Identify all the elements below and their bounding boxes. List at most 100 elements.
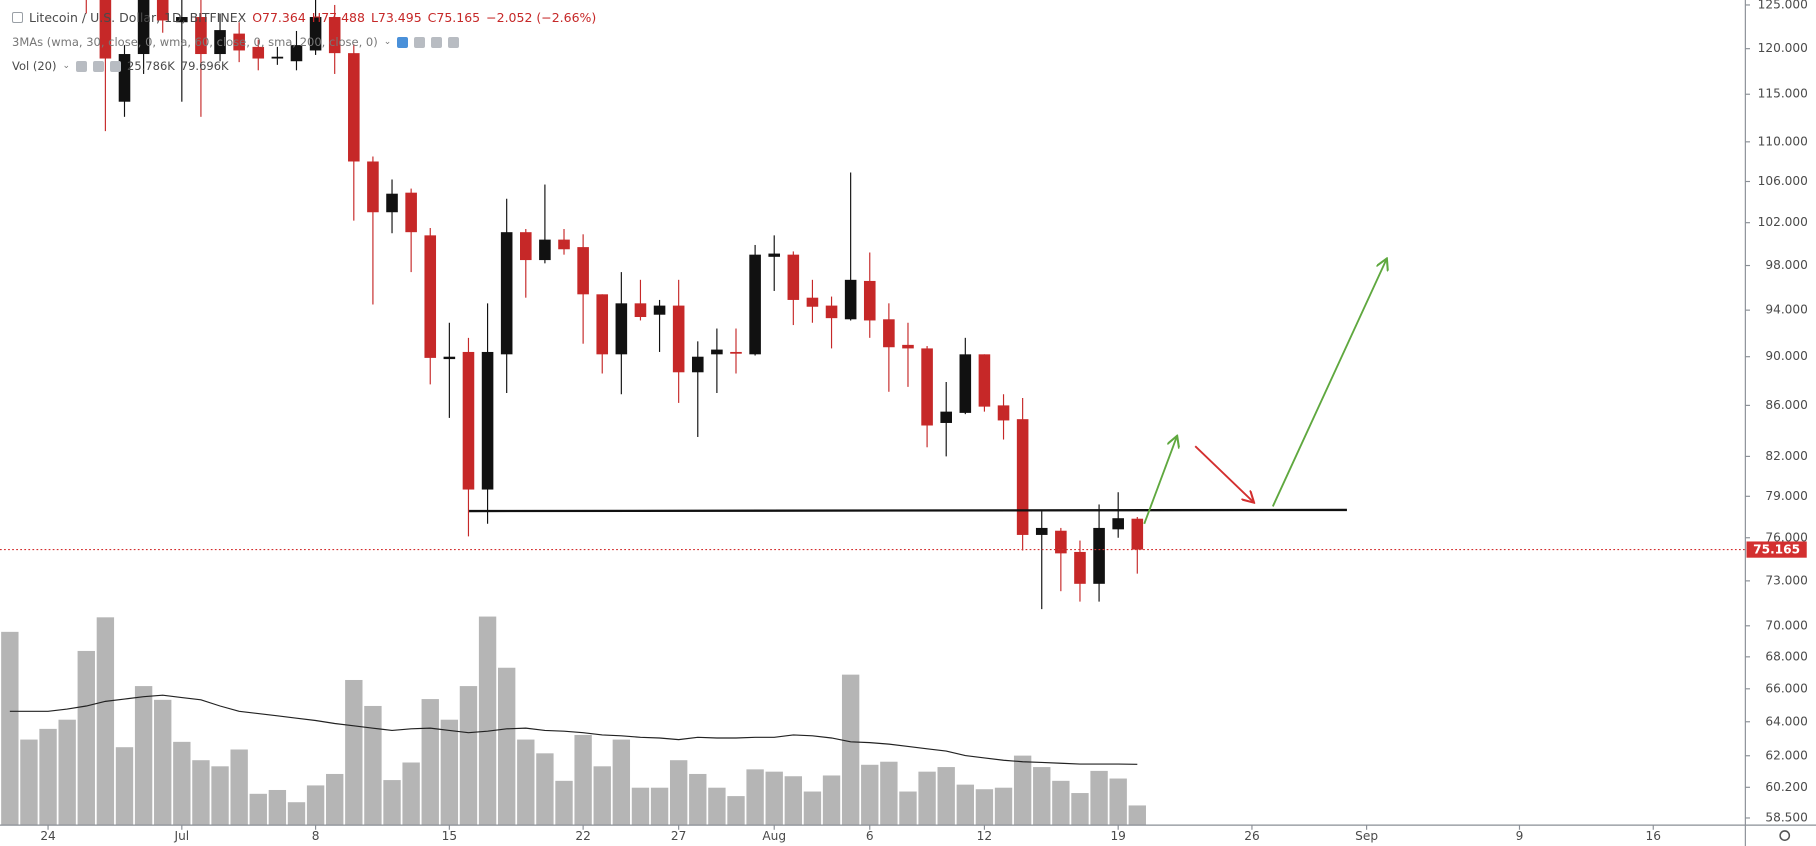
ohlc-label: C — [427, 10, 437, 25]
visibility-button[interactable] — [76, 60, 88, 72]
volume-bar — [1071, 793, 1089, 826]
volume-bar — [326, 773, 344, 826]
candle-body — [730, 351, 742, 354]
x-tick-label: 15 — [442, 829, 457, 843]
ohlc: C75.165 — [428, 10, 480, 25]
volume-bar — [345, 679, 363, 826]
candle-body — [386, 193, 398, 213]
ohlc-label: L — [370, 10, 378, 25]
price-pane — [0, 0, 1746, 610]
candle-body — [959, 354, 972, 413]
settings-button[interactable] — [93, 60, 105, 72]
source-button[interactable] — [431, 36, 443, 48]
last-price-box — [1746, 541, 1807, 558]
menu-toggle[interactable]: ⌄ — [383, 37, 392, 47]
volume-bar — [440, 719, 459, 826]
candle-body — [1131, 518, 1144, 550]
volume-bar — [20, 739, 38, 826]
y-tick-label: 90.000 — [1765, 349, 1808, 363]
volume-bar — [803, 791, 822, 826]
y-tick-label: 73.000 — [1765, 573, 1808, 587]
candle-body — [500, 232, 513, 355]
remove-button[interactable] — [448, 36, 460, 48]
volume-bar — [421, 699, 439, 826]
volume-bar — [115, 747, 134, 826]
collapse-button[interactable] — [12, 12, 23, 23]
candle-body — [214, 30, 226, 55]
volume-bar — [784, 776, 803, 826]
candle-body — [348, 53, 360, 162]
candle-body — [558, 239, 570, 250]
y-tick-label: 86.000 — [1765, 398, 1808, 412]
volume-bar — [383, 780, 401, 826]
y-tick-label: 62.000 — [1765, 748, 1808, 762]
menu-toggle[interactable]: ⌄ — [62, 61, 71, 71]
candle-body — [367, 161, 379, 213]
volume-bar — [230, 749, 248, 826]
y-tick-label: 60.200 — [1765, 780, 1808, 794]
volume-bar — [306, 785, 325, 826]
volume-ma-line — [9, 694, 1138, 765]
open-value: 77.364 — [262, 10, 306, 25]
x-tick-label: 26 — [1244, 829, 1259, 843]
y-tick-label: 76.000 — [1765, 530, 1808, 544]
candle-body — [1035, 527, 1048, 535]
settings-button[interactable] — [1779, 830, 1791, 841]
x-tick-label: 8 — [312, 829, 320, 843]
symbol: Litecoin / U.S. Dollar, 1D, BITFINEX — [29, 10, 247, 25]
volume-bar — [689, 773, 707, 826]
volume-bar — [631, 787, 650, 826]
down-arrow — [1194, 445, 1253, 502]
volume-bar — [497, 667, 516, 826]
candle-body — [978, 354, 991, 407]
indicator-legend: 3MAs (wma, 30, close, 0, wma, 60, close,… — [12, 35, 460, 49]
low-value: 73.495 — [377, 10, 422, 25]
y-tick-label: 70.000 — [1765, 618, 1808, 632]
last-price-label: 75.165 — [1753, 543, 1800, 557]
ohlc-label: O — [252, 10, 263, 25]
x-tick-label: 16 — [1646, 829, 1661, 843]
volume-bar — [1109, 778, 1127, 826]
gear-icon[interactable] — [1779, 830, 1791, 841]
candle-body — [691, 356, 704, 373]
visibility-button[interactable] — [397, 36, 409, 48]
candle-body — [768, 253, 781, 257]
volume-bar — [192, 760, 210, 826]
candle-body — [1112, 518, 1124, 530]
candle-body — [825, 305, 838, 319]
volume-bar — [364, 705, 382, 826]
volume-bar — [268, 789, 287, 826]
candle-body — [195, 17, 207, 55]
volume-bar — [173, 741, 191, 826]
change: −2.052 (−2.66%) — [486, 10, 597, 25]
volume-bar — [880, 761, 898, 826]
candle-body — [844, 279, 857, 320]
candle-body — [921, 348, 933, 426]
volume-bar — [746, 769, 764, 826]
volume-bar — [574, 734, 592, 826]
settings-button[interactable] — [414, 36, 426, 48]
volume-bar — [669, 760, 688, 826]
volume-bar — [211, 766, 229, 826]
ohlc: H77.488 — [312, 10, 365, 25]
volume-bar — [249, 793, 267, 826]
candle-body — [290, 45, 303, 62]
remove-button[interactable] — [110, 60, 122, 72]
x-tick-label: Sep — [1355, 829, 1378, 843]
candle-body — [520, 232, 532, 261]
volume-bar — [593, 766, 611, 826]
y-tick-label: 66.000 — [1765, 681, 1808, 695]
volume-bar — [154, 699, 172, 826]
y-tick-label: 110.000 — [1758, 134, 1808, 148]
y-tick-label: 106.000 — [1758, 174, 1808, 188]
x-tick-label: 12 — [977, 829, 992, 843]
volume-bar — [937, 767, 955, 826]
candle-body — [539, 239, 551, 261]
candle-body — [577, 247, 589, 295]
candle-body — [672, 305, 685, 373]
candle-body — [1074, 551, 1086, 584]
candle-body — [596, 294, 609, 355]
volume-bar — [612, 739, 631, 826]
